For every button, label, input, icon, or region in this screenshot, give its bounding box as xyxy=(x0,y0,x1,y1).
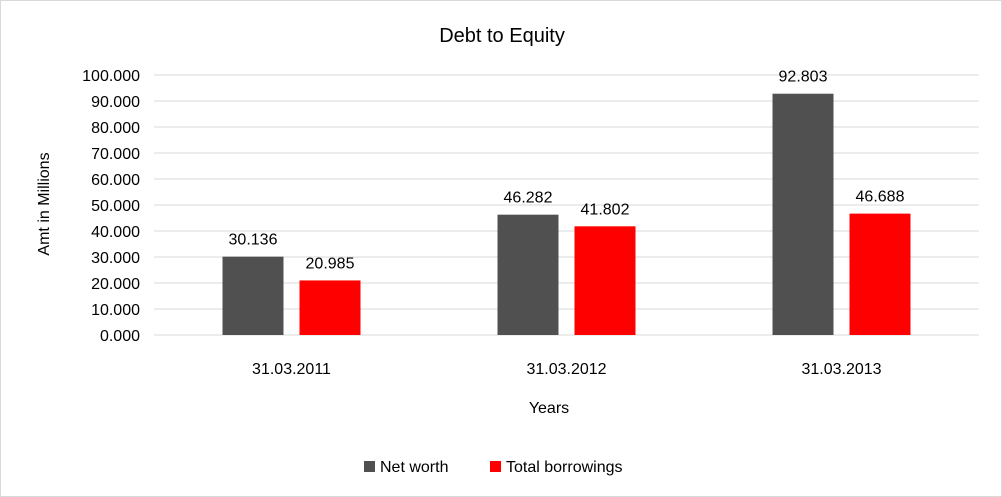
bars xyxy=(222,93,911,336)
bar-total-borrowings xyxy=(299,280,361,335)
y-tick-label: 80.000 xyxy=(91,120,140,137)
y-tick-label: 60.000 xyxy=(91,172,140,189)
legend-swatch-total-borrowings xyxy=(490,461,501,472)
legend-label-total-borrowings: Total borrowings xyxy=(506,459,623,476)
bar-net-worth xyxy=(772,93,834,336)
data-label: 46.688 xyxy=(856,189,905,206)
data-label: 92.803 xyxy=(779,69,828,86)
y-tick-label: 50.000 xyxy=(91,198,140,215)
legend-label-net-worth: Net worth xyxy=(380,459,448,476)
y-tick-label: 90.000 xyxy=(91,94,140,111)
y-tick-label: 70.000 xyxy=(91,146,140,163)
y-tick-label: 10.000 xyxy=(91,302,140,319)
y-axis-label: Amt in Millions xyxy=(36,152,53,255)
x-tick-label: 31.03.2013 xyxy=(801,361,881,378)
y-tick-label: 0.000 xyxy=(100,328,140,345)
chart-title: Debt to Equity xyxy=(439,25,565,47)
x-tick-label: 31.03.2012 xyxy=(526,361,606,378)
data-label: 41.802 xyxy=(581,201,630,218)
x-tick-label: 31.03.2011 xyxy=(252,361,331,378)
data-label: 46.282 xyxy=(504,190,553,207)
x-axis-label: Years xyxy=(529,400,569,417)
y-tick-label: 20.000 xyxy=(91,276,140,293)
y-axis-tick-labels: 0.000 10.000 20.000 30.000 40.000 50.000 60.00… xyxy=(82,68,140,345)
data-label: 20.985 xyxy=(306,255,355,272)
legend-swatch-net-worth xyxy=(364,461,375,472)
legend: Net worth Total borrowings xyxy=(364,459,623,476)
x-axis-tick-labels: 31.03.2011 31.03.2012 31.03.2013 xyxy=(252,361,882,378)
data-label: 30.136 xyxy=(229,232,278,249)
bar-total-borrowings xyxy=(849,213,911,335)
data-labels: 30.136 20.985 46.282 41.802 92.803 46.688 xyxy=(229,69,905,273)
gridlines xyxy=(154,74,979,310)
bar-net-worth xyxy=(222,256,284,335)
y-tick-label: 30.000 xyxy=(91,250,140,267)
y-tick-label: 100.000 xyxy=(82,68,140,85)
bar-total-borrowings xyxy=(574,226,636,335)
y-tick-label: 40.000 xyxy=(91,224,140,241)
bar-net-worth xyxy=(497,214,559,335)
